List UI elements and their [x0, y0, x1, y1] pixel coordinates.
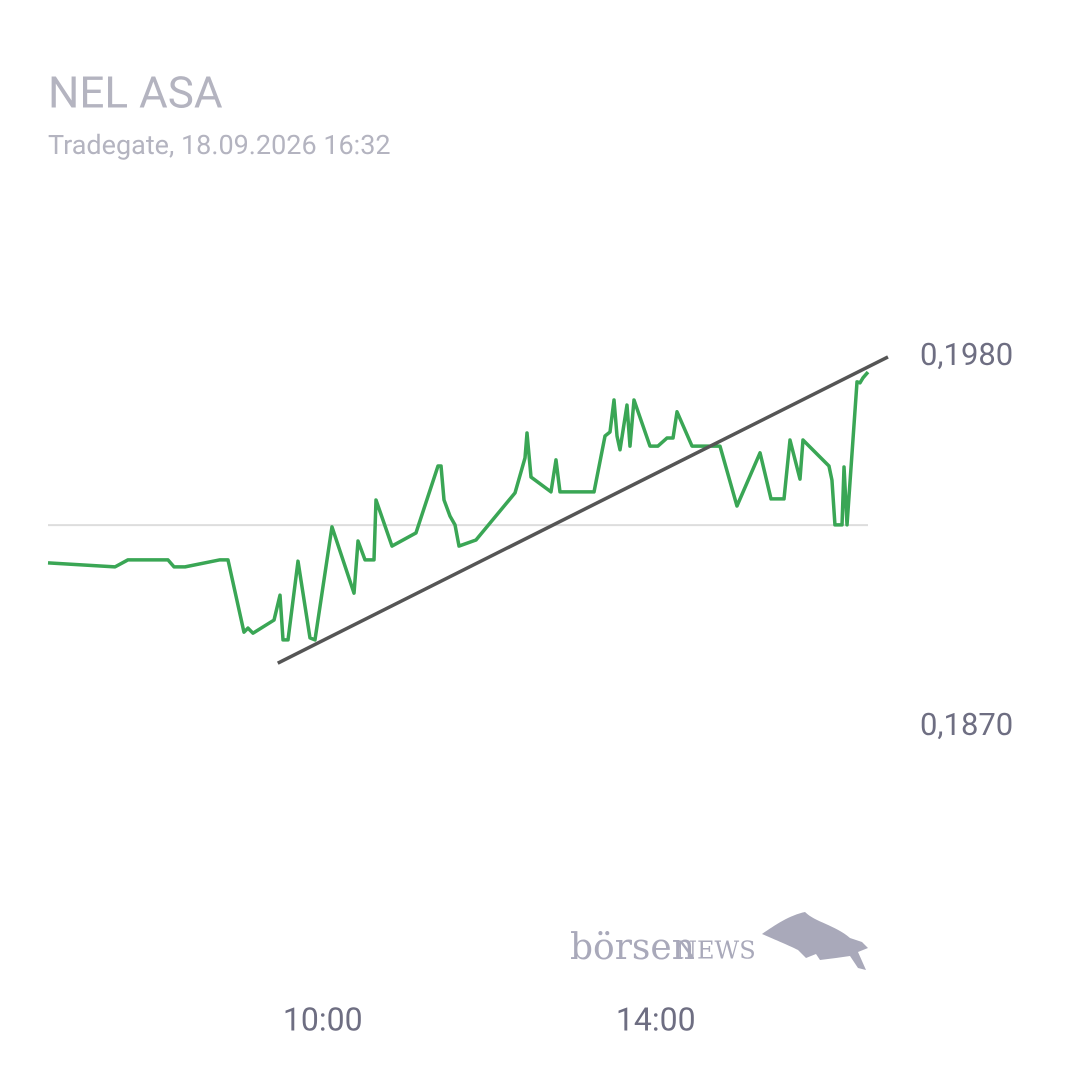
chart-subtitle: Tradegate, 18.09.2026 16:32 — [48, 129, 391, 161]
y-tick-label: 0,1870 — [920, 706, 1013, 743]
y-tick-label: 0,1980 — [920, 336, 1013, 373]
x-tick-label: 14:00 — [616, 1000, 696, 1038]
logo: börsen NEWS — [570, 912, 868, 970]
chart-title: NEL ASA — [48, 67, 223, 119]
x-tick-label: 10:00 — [283, 1000, 363, 1038]
logo-bull — [762, 912, 868, 970]
price-line — [47, 370, 870, 642]
logo-brand: NEWS — [676, 937, 756, 965]
logo-word: börsen — [570, 927, 695, 968]
trend-line — [276, 355, 889, 665]
plot-area: 0,1980 0,1870 10:00 14:00 — [47, 336, 1013, 1038]
